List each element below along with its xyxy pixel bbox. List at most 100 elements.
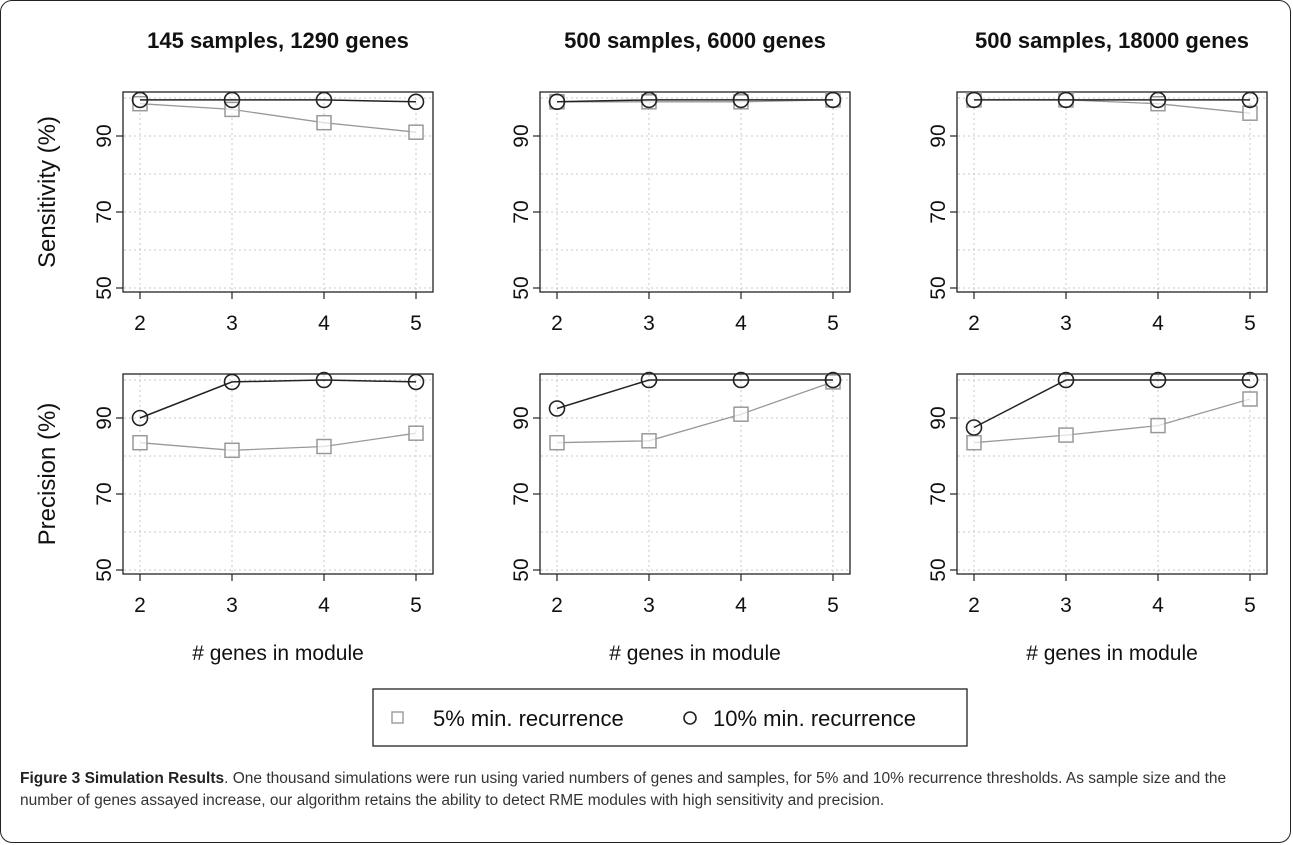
y-tick-label: 90 [93,124,116,147]
chart-panel-4 [116,371,434,581]
data-point-circle [732,371,750,389]
x-tick-label: 5 [410,312,422,335]
data-point-circle [824,371,842,389]
series-line-1 [139,432,417,451]
y-tick-label: 70 [927,200,950,223]
y-tick-label: 90 [510,124,533,147]
y-tick-label: 50 [927,558,950,581]
series-line-1 [139,103,417,133]
data-point-square [1242,105,1258,121]
data-point-square [1150,95,1166,112]
data-point-square [316,114,332,131]
data-point-circle [407,373,425,391]
x-tick-label: 5 [827,594,839,617]
x-tick-label: 2 [134,594,146,617]
data-point-circle [1057,371,1075,389]
data-point-square [549,434,565,451]
data-point-square [1242,391,1258,407]
x-axis-label: # genes in module [192,642,364,665]
data-point-circle [131,409,149,427]
y-tick-label: 70 [927,482,950,505]
x-tick-label: 4 [1152,312,1164,335]
x-tick-label: 4 [735,312,747,335]
data-point-circle [548,400,566,417]
series-line-1 [556,381,834,444]
data-point-circle [131,91,149,109]
data-point-circle [732,91,750,109]
legend [372,688,968,747]
data-point-circle [1241,371,1259,389]
data-point-circle [1241,91,1259,109]
y-tick-label: 70 [510,200,533,223]
data-point-square [224,442,240,459]
x-tick-label: 3 [226,594,238,617]
data-point-circle [548,93,566,111]
data-point-circle [315,371,333,389]
x-tick-label: 4 [318,594,330,617]
y-tick-label: 50 [510,276,533,299]
data-point-square [408,425,424,441]
plot-area [122,373,434,575]
chart-title: 500 samples, 18000 genes [975,28,1249,53]
series-line-1 [974,99,1251,114]
chart-title: 145 samples, 1290 genes [147,28,409,53]
data-point-square [1150,417,1166,434]
x-tick-label: 5 [827,312,839,335]
y-axis-label: Sensitivity (%) [34,116,61,268]
x-tick-label: 5 [1244,594,1256,617]
chart-panel-3 [950,91,1268,299]
data-point-circle [1149,371,1167,389]
data-point-circle [1057,91,1075,109]
x-tick-label: 2 [968,594,980,617]
legend-label-5pct: 5% min. recurrence [433,706,624,731]
data-point-square [132,434,148,451]
x-tick-label: 3 [1060,594,1072,617]
legend-box [372,688,968,747]
legend-label-10pct: 10% min. recurrence [713,706,916,731]
x-tick-label: 5 [1244,312,1256,335]
legend-marker-circle [683,711,697,725]
series-line-1 [973,398,1251,444]
data-point-circle [407,93,425,111]
x-tick-label: 3 [226,312,238,335]
caption-label: Figure 3 Simulation Results [20,770,225,787]
y-tick-label: 50 [510,558,533,581]
y-tick-label: 70 [93,200,116,223]
y-tick-label: 70 [93,482,116,505]
plot-area [956,373,1268,575]
series-line-1 [557,99,834,103]
y-tick-label: 70 [510,482,533,505]
plot-area [956,91,1268,293]
y-tick-label: 50 [93,276,116,299]
data-point-square [408,124,424,140]
data-point-circle [965,91,983,109]
x-tick-label: 2 [551,312,563,335]
x-tick-label: 2 [968,312,980,335]
series-line-2 [556,99,833,103]
data-point-square [641,433,657,449]
figure-canvas: 145 samples, 1290 genes 50 70 90 2 3 4 5 Sensiti… [34,28,1268,747]
chart-panel-6 [950,371,1268,581]
data-point-square [132,95,148,112]
data-point-circle [223,91,241,109]
caption-text: . One thousand simulations were run usin… [20,770,1227,809]
y-tick-label: 90 [927,406,950,429]
series-line-2 [139,379,417,419]
chart-panel-2 [533,91,851,299]
chart-panel-1 [116,91,434,299]
series-line-2 [973,379,1250,429]
figure-caption: Figure 3 Simulation Results. One thousan… [20,768,1278,812]
data-point-circle [824,91,842,109]
data-point-square [966,434,982,451]
chart-panel-5 [533,371,851,581]
legend-marker-square [391,711,404,724]
y-tick-label: 90 [510,406,533,429]
data-point-circle [1149,91,1167,109]
x-tick-label: 4 [318,312,330,335]
x-tick-label: 4 [1152,594,1164,617]
plot-area [539,91,851,293]
x-tick-label: 2 [551,594,563,617]
data-point-circle [223,373,241,391]
data-point-circle [640,371,658,389]
data-point-circle [965,419,983,436]
